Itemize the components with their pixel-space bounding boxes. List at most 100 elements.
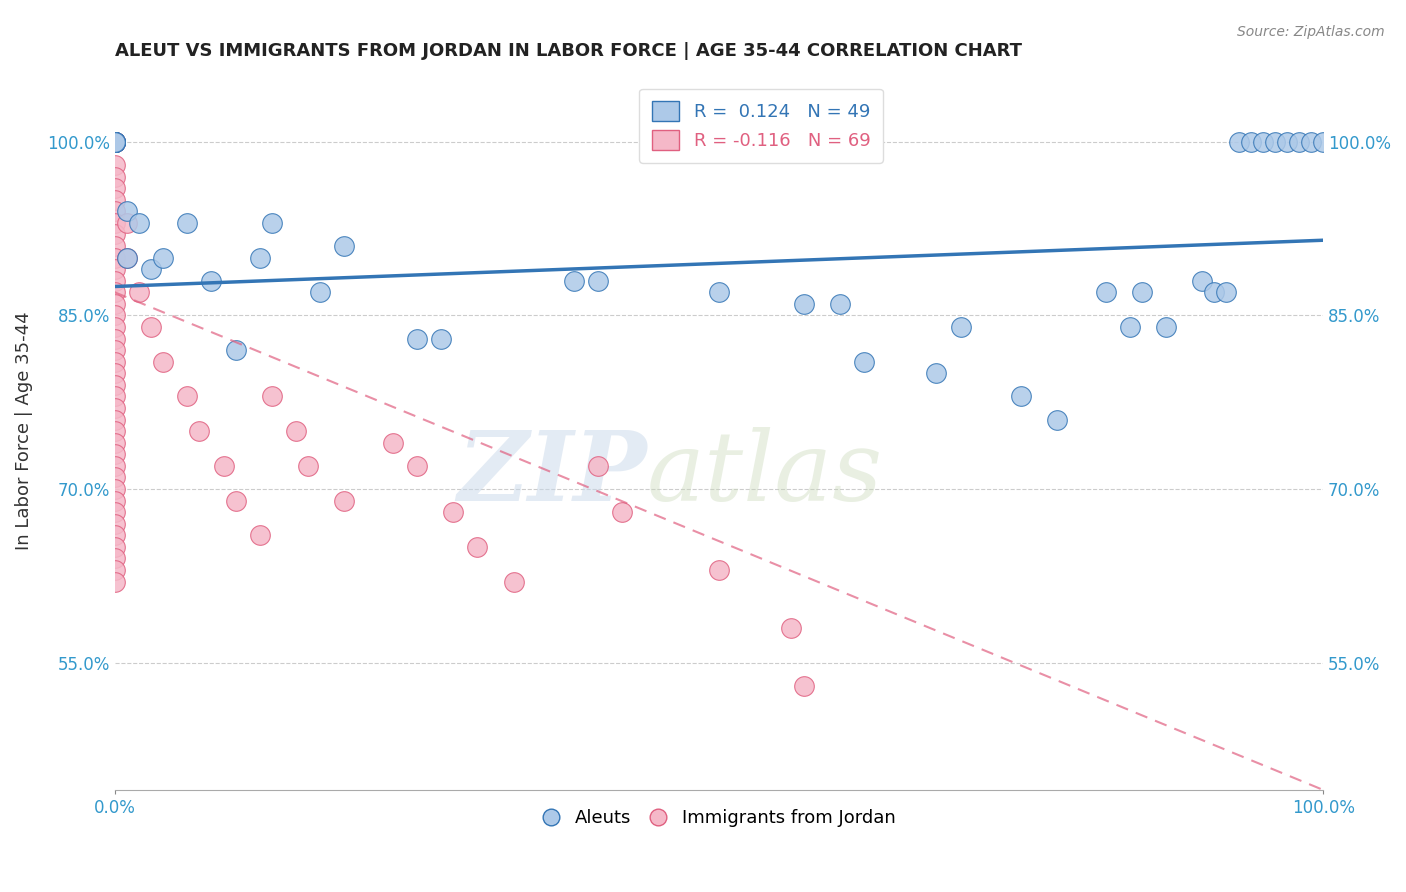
Point xyxy=(1130,285,1153,300)
Point xyxy=(225,493,247,508)
Point xyxy=(1154,320,1177,334)
Point xyxy=(104,447,127,461)
Point xyxy=(465,540,488,554)
Point xyxy=(405,458,427,473)
Point xyxy=(1264,135,1286,149)
Legend: Aleuts, Immigrants from Jordan: Aleuts, Immigrants from Jordan xyxy=(536,802,903,835)
Point xyxy=(176,389,198,403)
Point xyxy=(104,297,127,311)
Point xyxy=(104,516,127,531)
Point xyxy=(104,367,127,381)
Point xyxy=(176,216,198,230)
Point xyxy=(104,401,127,415)
Point xyxy=(104,540,127,554)
Point xyxy=(1251,135,1274,149)
Point xyxy=(430,332,453,346)
Point xyxy=(333,239,356,253)
Point xyxy=(104,377,127,392)
Point xyxy=(309,285,332,300)
Point xyxy=(1119,320,1142,334)
Point xyxy=(1275,135,1298,149)
Point xyxy=(104,412,127,426)
Point xyxy=(285,424,308,438)
Point xyxy=(333,493,356,508)
Point xyxy=(104,309,127,323)
Point xyxy=(104,169,127,184)
Point xyxy=(793,297,815,311)
Point xyxy=(104,135,127,149)
Point xyxy=(104,574,127,589)
Point xyxy=(1010,389,1032,403)
Point xyxy=(104,343,127,358)
Point xyxy=(707,563,730,577)
Point xyxy=(104,135,127,149)
Point xyxy=(1288,135,1310,149)
Point xyxy=(104,158,127,172)
Point xyxy=(104,528,127,542)
Point xyxy=(104,135,127,149)
Text: ALEUT VS IMMIGRANTS FROM JORDAN IN LABOR FORCE | AGE 35-44 CORRELATION CHART: ALEUT VS IMMIGRANTS FROM JORDAN IN LABOR… xyxy=(115,42,1022,60)
Point xyxy=(104,135,127,149)
Point xyxy=(612,505,634,519)
Point xyxy=(104,251,127,265)
Point xyxy=(104,135,127,149)
Point xyxy=(502,574,524,589)
Point xyxy=(115,216,138,230)
Point xyxy=(562,274,585,288)
Point xyxy=(104,135,127,149)
Point xyxy=(139,320,162,334)
Point xyxy=(104,181,127,195)
Text: atlas: atlas xyxy=(647,427,883,521)
Point xyxy=(104,135,127,149)
Point xyxy=(104,239,127,253)
Point xyxy=(115,251,138,265)
Point xyxy=(1239,135,1261,149)
Point xyxy=(104,135,127,149)
Point xyxy=(104,285,127,300)
Point xyxy=(1191,274,1213,288)
Point xyxy=(260,389,283,403)
Point xyxy=(104,193,127,207)
Point xyxy=(200,274,222,288)
Point xyxy=(104,135,127,149)
Point xyxy=(225,343,247,358)
Point xyxy=(925,367,948,381)
Y-axis label: In Labor Force | Age 35-44: In Labor Force | Age 35-44 xyxy=(15,312,32,550)
Point xyxy=(104,135,127,149)
Point xyxy=(707,285,730,300)
Point xyxy=(104,135,127,149)
Point xyxy=(249,528,271,542)
Point xyxy=(586,274,609,288)
Point xyxy=(104,274,127,288)
Point xyxy=(1094,285,1116,300)
Point xyxy=(949,320,972,334)
Point xyxy=(104,320,127,334)
Point xyxy=(104,355,127,369)
Point xyxy=(104,470,127,484)
Point xyxy=(260,216,283,230)
Point xyxy=(1046,412,1069,426)
Point xyxy=(1312,135,1334,149)
Point xyxy=(188,424,211,438)
Point xyxy=(104,216,127,230)
Point xyxy=(405,332,427,346)
Point xyxy=(139,262,162,277)
Text: ZIP: ZIP xyxy=(457,427,647,521)
Point xyxy=(104,135,127,149)
Point xyxy=(780,621,803,635)
Point xyxy=(104,135,127,149)
Point xyxy=(104,458,127,473)
Point xyxy=(104,389,127,403)
Point xyxy=(128,285,150,300)
Point xyxy=(104,551,127,566)
Point xyxy=(104,135,127,149)
Point xyxy=(852,355,875,369)
Point xyxy=(381,435,404,450)
Text: Source: ZipAtlas.com: Source: ZipAtlas.com xyxy=(1237,25,1385,39)
Point xyxy=(115,251,138,265)
Point xyxy=(128,216,150,230)
Point xyxy=(104,135,127,149)
Point xyxy=(212,458,235,473)
Point xyxy=(104,135,127,149)
Point xyxy=(828,297,851,311)
